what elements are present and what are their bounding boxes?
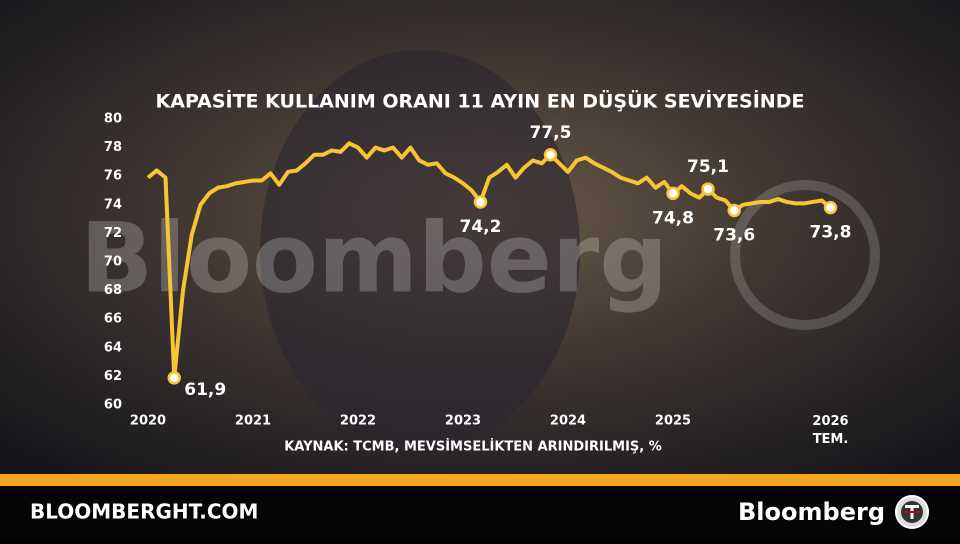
source-note: KAYNAK: TCMB, MEVSİMSELİKTEN ARINDIRILMI… (284, 439, 662, 455)
y-tick-label: 70 (104, 255, 122, 270)
y-tick-label: 80 (104, 112, 122, 127)
value-label: 73,6 (713, 226, 755, 246)
y-tick-label: 60 (104, 398, 122, 413)
highlight-point (543, 148, 558, 162)
footer-site: BLOOMBERGHT.COM (30, 500, 258, 524)
x-tick-label: 2020 (130, 414, 166, 429)
value-label: 75,1 (687, 157, 729, 177)
value-label: 74,2 (460, 217, 502, 237)
highlight-point (823, 200, 838, 215)
data-line (146, 141, 832, 380)
y-tick-label: 74 (104, 197, 122, 212)
value-label: 73,8 (810, 223, 852, 243)
highlight-point (167, 371, 181, 385)
x-tick-label: 2025 (655, 414, 691, 429)
value-label: 61,9 (184, 380, 226, 400)
watermark: Bloomberg (80, 202, 668, 314)
y-tick-label: 76 (104, 169, 122, 184)
y-tick-label: 72 (104, 226, 122, 241)
footer-logo (895, 495, 929, 529)
x-tick-label: 2022 (340, 414, 376, 429)
highlight-point (701, 182, 715, 196)
x-tick-label: 2024 (550, 414, 586, 429)
value-label: 77,5 (530, 123, 572, 143)
highlight-point (473, 195, 488, 209)
accent-stripe (0, 474, 960, 486)
x-tick-label: 2026 TEM. (812, 414, 848, 447)
x-tick-label: 2021 (235, 414, 271, 429)
x-tick-label: 2023 (445, 414, 481, 429)
y-tick-label: 78 (104, 140, 122, 155)
y-tick-label: 68 (104, 283, 122, 298)
y-tick-label: 66 (104, 312, 122, 327)
footer-bar (0, 486, 960, 540)
y-tick-label: 64 (104, 340, 122, 355)
y-tick-label: 62 (104, 369, 122, 384)
value-label: 74,8 (652, 208, 694, 228)
footer-brand: Bloomberg (738, 498, 885, 526)
highlight-point (666, 186, 680, 201)
highlight-point (727, 203, 741, 218)
chart-title: KAPASİTE KULLANIM ORANI 11 AYIN EN DÜŞÜK… (156, 89, 805, 113)
watermark-logo (730, 180, 880, 330)
